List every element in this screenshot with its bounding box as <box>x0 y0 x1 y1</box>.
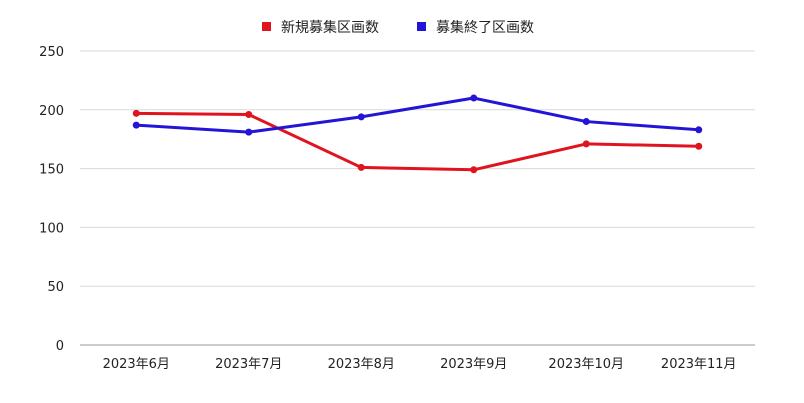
x-tick-label: 2023年9月 <box>440 357 507 372</box>
legend-item: 募集終了区画数 <box>417 19 534 36</box>
data-point <box>470 94 478 102</box>
data-point <box>582 140 590 148</box>
y-tick-label: 200 <box>39 104 64 119</box>
legend-item: 新規募集区画数 <box>262 19 379 36</box>
x-tick-label: 2023年11月 <box>661 357 737 372</box>
y-tick-label: 150 <box>39 163 64 178</box>
x-tick-label: 2023年8月 <box>328 357 395 372</box>
data-point <box>582 118 590 126</box>
data-point <box>245 111 253 119</box>
data-point <box>695 126 703 134</box>
series-2 <box>132 94 703 136</box>
legend: 新規募集区画数 募集終了区画数 <box>262 19 534 36</box>
data-point <box>132 109 140 117</box>
x-tick-label: 2023年7月 <box>215 357 282 372</box>
legend-swatch <box>262 22 271 31</box>
legend-label: 新規募集区画数 <box>281 19 379 36</box>
y-tick-label: 50 <box>47 280 64 295</box>
data-point <box>245 128 253 136</box>
y-tick-label: 250 <box>39 45 64 60</box>
data-point <box>357 163 365 171</box>
x-axis: 2023年6月 2023年7月 2023年8月 2023年9月 2023年10月 2023… <box>80 344 755 372</box>
series-line <box>134 96 701 134</box>
x-tick-label: 2023年6月 <box>103 357 170 372</box>
y-tick-label: 0 <box>56 339 64 354</box>
data-point <box>132 121 140 129</box>
data-point <box>695 142 703 150</box>
legend-label: 募集終了区画数 <box>436 19 534 36</box>
x-tick-label: 2023年10月 <box>548 357 624 372</box>
series-lines <box>132 94 703 174</box>
legend-swatch <box>417 22 426 31</box>
y-axis: 0 50 100 150 200 250 <box>39 45 64 354</box>
data-point <box>470 166 478 174</box>
series-line <box>134 111 701 172</box>
series-1 <box>132 109 703 174</box>
data-point <box>357 113 365 121</box>
y-tick-label: 100 <box>39 221 64 236</box>
